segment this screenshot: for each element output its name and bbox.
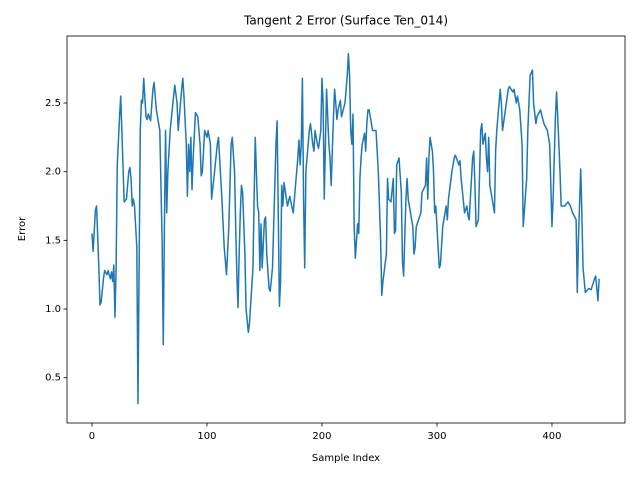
x-tick-label: 400 xyxy=(542,431,561,442)
y-tick-label: 1.5 xyxy=(45,235,61,246)
x-tick-label: 300 xyxy=(427,431,446,442)
y-tick-label: 1.0 xyxy=(45,304,61,315)
y-axis-label: Error xyxy=(17,216,28,241)
data-line xyxy=(91,52,600,405)
x-tick-label: 100 xyxy=(197,431,216,442)
x-tick-label: 0 xyxy=(89,431,95,442)
y-tick-label: 0.5 xyxy=(45,373,61,384)
x-tick-label: 200 xyxy=(312,431,331,442)
x-axis-label: Sample Index xyxy=(312,453,380,464)
y-tick-label: 2.0 xyxy=(45,167,61,178)
chart-title: Tangent 2 Error (Surface Ten_014) xyxy=(243,14,448,28)
plot-frame xyxy=(66,35,626,424)
y-tick-label: 2.5 xyxy=(45,98,61,109)
